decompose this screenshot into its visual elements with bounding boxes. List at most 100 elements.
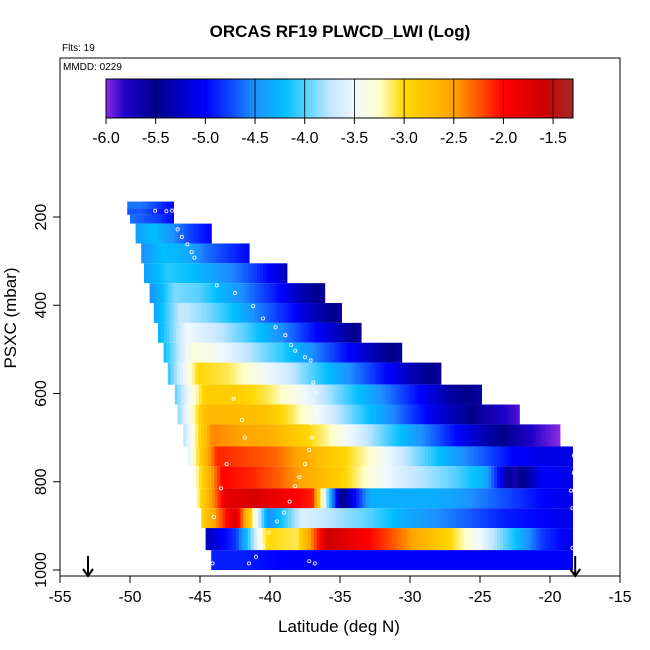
heatmap-cell: [210, 303, 214, 323]
heatmap-cell: [167, 263, 172, 284]
heatmap-cell: [315, 508, 319, 529]
heatmap-cell: [203, 283, 208, 304]
heatmap-cell: [229, 342, 234, 363]
heatmap-cell: [127, 201, 131, 209]
heatmap-cell: [488, 424, 492, 447]
heatmap-cell: [273, 384, 278, 405]
sample-point: [260, 316, 265, 321]
y-tick-label: 800: [33, 468, 50, 495]
heatmap-cell: [371, 362, 376, 385]
heatmap-cell: [198, 243, 202, 264]
heatmap-cell: [280, 550, 285, 570]
heatmap-cell: [347, 488, 351, 509]
heatmap-cell: [145, 214, 150, 224]
heatmap-cell: [557, 508, 562, 529]
heatmap-cell: [262, 466, 266, 489]
heatmap-cell: [135, 223, 140, 244]
heatmap-cell: [376, 466, 381, 489]
heatmap-cell: [162, 243, 166, 264]
heatmap-cell: [261, 303, 265, 323]
sample-point: [224, 462, 229, 467]
heatmap-cell: [506, 446, 510, 467]
heatmap-cell: [186, 404, 191, 425]
heatmap-cell: [299, 303, 304, 323]
heatmap-cell: [299, 342, 303, 363]
heatmap-cell: [268, 446, 273, 467]
heatmap-cell: [170, 263, 175, 284]
heatmap-cell: [235, 466, 239, 489]
heatmap-cell: [293, 303, 298, 323]
heatmap-cell: [255, 404, 260, 425]
heatmap-cell: [501, 404, 505, 425]
heatmap-layer: [187, 446, 573, 467]
heatmap-cell: [406, 384, 410, 405]
heatmap-cell: [350, 362, 355, 385]
heatmap-cell: [246, 303, 250, 323]
heatmap-cell: [410, 508, 415, 529]
heatmap-cell: [364, 446, 369, 467]
heatmap-cell: [310, 466, 315, 489]
heatmap-cell: [232, 322, 237, 343]
x-tick-label: -35: [328, 589, 351, 606]
heatmap-cell: [467, 446, 471, 467]
heatmap-cell: [413, 508, 418, 529]
sample-point: [232, 290, 237, 295]
heatmap-cell: [245, 488, 249, 509]
heatmap-cell: [170, 214, 174, 224]
heatmap-cell: [266, 303, 271, 323]
heatmap-cell: [268, 322, 273, 343]
heatmap-cell: [373, 384, 377, 405]
heatmap-cell: [503, 550, 507, 570]
heatmap-cell: [204, 508, 208, 529]
heatmap-cell: [407, 488, 411, 509]
heatmap-cell: [168, 303, 173, 323]
heatmap-cell: [280, 322, 284, 343]
heatmap-cell: [183, 243, 187, 264]
heatmap-cell: [439, 466, 444, 489]
heatmap-cell: [192, 404, 197, 425]
heatmap-cell: [278, 424, 283, 447]
heatmap-cell: [345, 508, 349, 529]
heatmap-cell: [436, 550, 441, 570]
heatmap-cell: [157, 214, 162, 224]
heatmap-cell: [230, 488, 234, 509]
heatmap-cell: [486, 404, 490, 425]
heatmap-cell: [188, 362, 193, 385]
heatmap-cell: [265, 466, 269, 489]
heatmap-cell: [371, 342, 376, 363]
heatmap-cell: [220, 322, 225, 343]
heatmap-cell: [356, 362, 361, 385]
heatmap-cell: [202, 322, 207, 343]
heatmap-cell: [416, 424, 420, 447]
heatmap-cell: [536, 446, 540, 467]
heatmap-cell: [290, 362, 295, 385]
heatmap-cell: [374, 424, 379, 447]
heatmap-cell: [309, 283, 314, 304]
heatmap-cell: [495, 404, 499, 425]
heatmap-cell: [160, 322, 165, 343]
heatmap-cell: [205, 466, 209, 489]
heatmap-cell: [272, 342, 276, 363]
heatmap-cell: [225, 303, 229, 323]
heatmap-cell: [221, 488, 225, 509]
heatmap-cell: [353, 508, 358, 529]
heatmap-cell: [466, 384, 470, 405]
heatmap-cell: [234, 243, 238, 264]
heatmap-cell: [271, 322, 276, 343]
y-tick-label: 200: [33, 204, 50, 231]
heatmap-cell: [316, 446, 321, 467]
heatmap-cell: [199, 342, 204, 363]
heatmap-cell: [184, 322, 189, 343]
heatmap-cell: [440, 488, 444, 509]
heatmap-cell: [497, 424, 501, 447]
heatmap-cell: [234, 303, 238, 323]
heatmap-cell: [172, 322, 177, 343]
heatmap-cell: [425, 362, 430, 385]
heatmap-cell: [355, 384, 359, 405]
heatmap-cell: [356, 424, 361, 447]
heatmap-cell: [338, 488, 342, 509]
heatmap-cell: [212, 362, 217, 385]
heatmap-cell: [455, 446, 459, 467]
sample-points: [153, 208, 578, 570]
